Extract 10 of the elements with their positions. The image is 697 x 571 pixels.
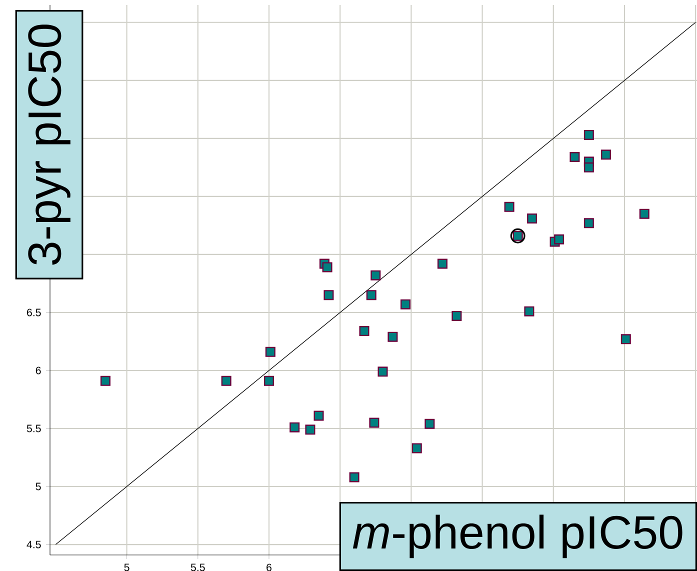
x-tick-label: 5.5 (190, 564, 205, 571)
x-tick-label: 6 (266, 564, 272, 571)
x-tick-label: 5 (124, 564, 130, 571)
y-tick-label: 6 (36, 366, 41, 374)
y-axis-title: 3-pyr pIC50 (28, 24, 70, 265)
y-tick-label: 5.5 (26, 424, 41, 432)
x-axis-title: m-phenol pIC50 (352, 514, 682, 558)
y-tick-label: 6.5 (27, 308, 41, 316)
y-tick-label: 5 (36, 482, 41, 490)
y-tick-label: 4.5 (26, 540, 41, 548)
